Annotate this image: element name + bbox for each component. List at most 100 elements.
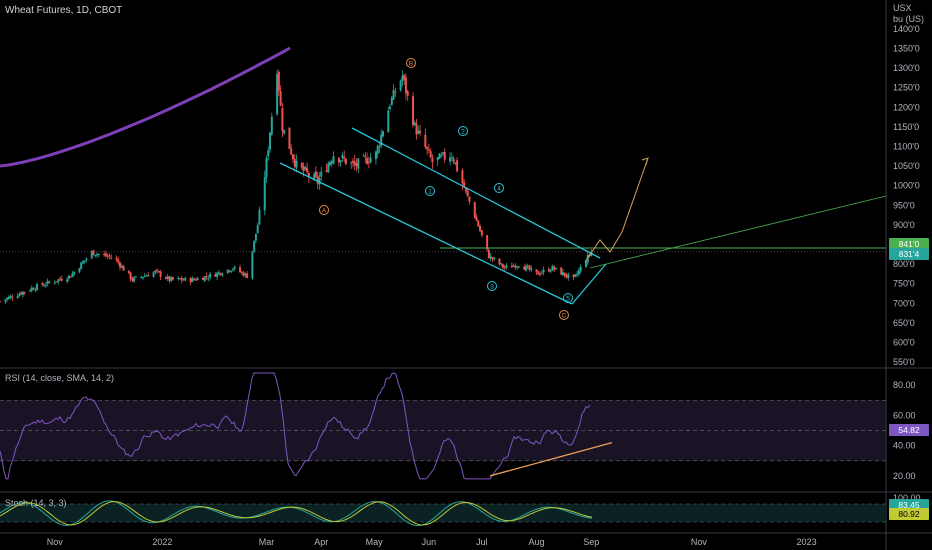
candle-body [295,160,298,168]
candle-body [357,158,360,169]
candle-body [426,147,429,150]
candle-body [96,253,99,256]
rsi-title: RSI (14, close, SMA, 14, 2) [5,373,115,383]
candle-body [21,291,24,295]
candle-body [466,190,469,197]
candle-body [565,275,568,278]
candle-body [30,287,33,291]
candle-body [572,274,575,278]
candle-body [403,74,406,80]
wave-marker [494,183,504,193]
price-tick-label: 1400'0 [893,24,920,34]
candle-body [23,291,26,293]
candle-body [219,272,222,275]
candle-body [392,89,395,100]
candle-body [475,216,478,221]
candle-body [429,151,432,158]
candle-body [415,123,418,135]
candle-body [256,225,259,234]
candle-body [43,285,46,287]
candle-body [11,297,14,299]
time-tick-label: Nov [691,537,708,547]
candle-body [117,259,120,263]
candle-body [145,275,148,277]
candle-body [537,271,540,275]
candle-body [404,77,407,94]
candle-body [461,170,464,184]
candle-body [493,258,496,260]
candle-body [523,266,526,270]
candle-body [20,292,23,295]
candle-body [189,277,192,283]
candle-body [94,254,97,256]
time-tick-label: Aug [529,537,545,547]
candle-body [344,158,347,165]
candle-body [510,265,513,268]
candle-body [364,156,367,158]
candle-body [480,230,483,236]
candle-body [464,187,467,192]
candle-body [316,175,319,184]
candle-body [516,266,519,268]
candle-body [288,127,291,149]
candle-body [226,269,229,274]
candle-body [0,301,1,303]
candle-body [104,253,107,257]
candle-body [168,276,171,281]
price-tick-label: 1000'0 [893,181,920,191]
wave-marker [406,58,416,68]
candle-body [498,258,501,265]
candle-body [97,253,100,255]
candle-body [217,272,220,274]
candle-body [378,146,381,148]
candle-body [120,265,123,268]
candle-body [449,157,452,162]
candle-body [152,272,155,277]
candle-body [419,130,422,134]
candle-body [191,278,194,282]
candle-body [258,209,261,225]
candle-body [290,148,293,155]
candle-body [450,157,453,159]
candle-body [355,163,358,167]
wave-marker [487,281,497,291]
candle-body [164,277,167,280]
price-tick-label: 800'0 [893,259,915,269]
price-tick-label: 1100'0 [893,141,919,151]
wave-label: C [562,313,567,320]
candle-body [103,253,106,255]
time-axis: Nov 2022 Mar Apr May Jun Jul Aug Sep Nov 2023 [47,537,817,547]
candle-body [129,272,132,280]
candle-body [166,276,169,279]
candle-body [115,257,118,260]
candle-body [196,278,199,281]
candle-body [554,267,557,269]
candle-body [201,278,204,281]
wave-marker [425,186,435,196]
candle-body [320,171,323,177]
price-tick-label: 950'0 [893,200,915,210]
candle-body [221,274,224,276]
wave-label: A [322,208,327,215]
candle-body [307,173,310,177]
rsi-tick-label: 80.00 [893,380,916,390]
rsi-tick-label: 40.00 [893,441,916,451]
price-tick-label: 1150'0 [893,122,919,132]
candle-body [119,262,122,268]
stoch-tick-label: 100.00 [893,493,921,503]
candle-body [362,155,365,157]
candle-body [413,122,416,125]
candle-body [563,272,566,276]
candle-body [304,167,307,170]
candle-body [500,263,503,265]
candle-body [57,279,60,282]
candle-body [350,162,353,164]
candle-body [313,173,316,179]
stoch-k-line [0,500,593,527]
projection-arrowhead [641,157,649,166]
candle-body [394,91,397,93]
chart-title: Wheat Futures, 1D, CBOT [5,5,123,16]
candle-body [48,281,51,283]
channel-lower [279,162,573,305]
